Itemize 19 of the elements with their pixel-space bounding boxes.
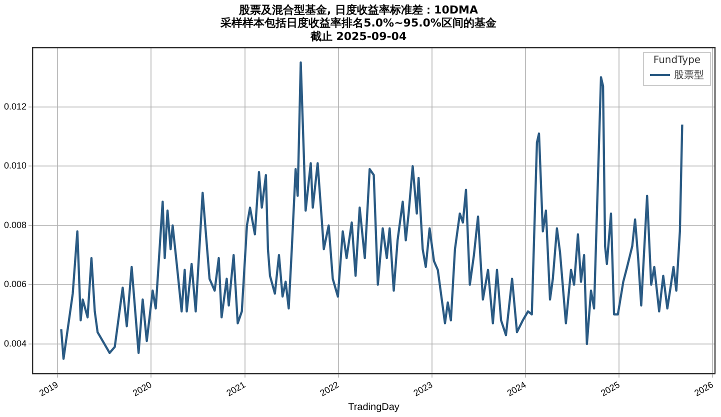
text: 截止 2025-09-04 [309,30,407,43]
x-tick-label: 2024 [505,380,528,398]
y-tick-label: 0.010 [4,160,27,171]
chart-title: 股票及混合型基金, 日度收益率标准差：10DMA [238,3,478,16]
y-tick-label: 0.012 [4,101,27,112]
x-tick-label: 2023 [412,380,434,398]
x-tick-label: 2022 [318,380,341,398]
chart-subtitle: 采样样本包括日度收益率排名5.0%~95.0%区间的基金 [220,16,498,30]
x-tick-label: 2019 [38,380,60,398]
y-tick-label: 0.008 [4,220,27,230]
x-tick-label: 2020 [131,380,154,398]
y-tick-label: 0.006 [4,279,27,290]
legend-label: 股票型 [674,68,704,82]
y-tick-label: 0.004 [4,338,27,348]
x-tick-label: 2025 [599,380,622,398]
x-axis-title: TradingDay [348,402,400,413]
x-tick-label: 2026 [692,380,715,398]
legend-title: FundType [652,54,702,66]
x-tick-label: 2021 [224,380,248,398]
